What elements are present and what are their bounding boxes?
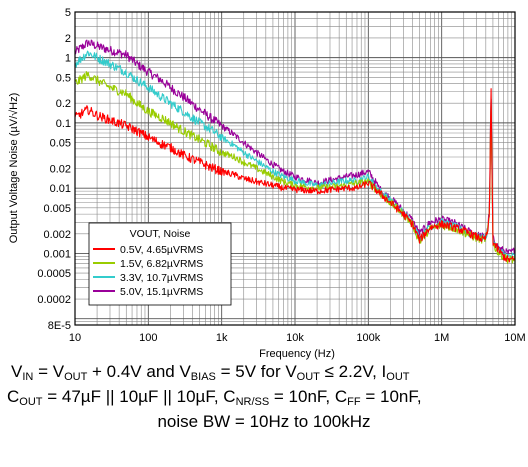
legend-entry: 5.0V, 15.1µVRMS [120,286,203,298]
legend-entry: 1.5V, 6.82µVRMS [120,258,203,270]
x-tick-label: 10 [69,332,81,344]
y-tick-label: 0.001 [43,248,71,260]
caption-line-3: noise BW = 10Hz to 100kHz [157,412,371,431]
y-tick-label: 0.0005 [37,268,71,280]
caption-line-2: COUT = 47µF || 10µF || 10µF, CNR/SS = 10… [7,387,422,408]
series-group [74,39,516,264]
noise-chart: 10 100 1k 10k 100k 1M 10M 5 2 1 0.5 0.2 0.1 0.05 0.02… [8,7,526,360]
y-tick-label: 8E-5 [48,320,71,332]
series-line [74,88,516,263]
x-tick-label: 100k [356,332,380,344]
y-tick-label: 0.002 [43,229,71,241]
y-tick-labels: 5 2 1 0.5 0.2 0.1 0.05 0.02 0.01 0.005 0.002 0.001 0… [37,7,71,332]
y-tick-label: 0.0002 [37,294,71,306]
x-tick-label: 1M [434,332,449,344]
y-tick-label: 0.02 [50,164,71,176]
series-line [74,50,516,260]
legend-entry: 3.3V, 10.7µVRMS [120,272,203,284]
y-tick-label: 0.5 [56,72,71,84]
plot-frame [74,11,516,326]
y-tick-label: 0.01 [50,183,71,195]
legend-title: VOUT, Noise [130,228,191,240]
x-tick-labels: 10 100 1k 10k 100k 1M 10M [69,332,526,344]
y-tick-label: 0.2 [56,98,71,110]
x-tick-label: 1k [216,332,228,344]
y-tick-label: 0.1 [56,118,71,130]
y-tick-label: 0.05 [50,138,71,150]
x-tick-label: 10M [504,332,525,344]
x-tick-label: 100 [139,332,157,344]
x-tick-label: 10k [286,332,304,344]
legend: VOUT, Noise 0.5V, 4.65µVRMS 1.5V, 6.82µVRM… [88,222,232,306]
y-axis-label: Output Voltage Noise (µV/√Hz) [8,93,20,244]
y-tick-label: 5 [65,7,71,19]
y-tick-label: 0.005 [43,203,71,215]
x-axis-label: Frequency (Hz) [259,348,335,360]
legend-entry: 0.5V, 4.65µVRMS [120,244,203,256]
y-tick-label: 1 [65,53,71,65]
caption-line-1: VIN = VOUT + 0.4V and VBIAS = 5V for VOU… [11,362,410,383]
y-tick-label: 2 [65,33,71,45]
